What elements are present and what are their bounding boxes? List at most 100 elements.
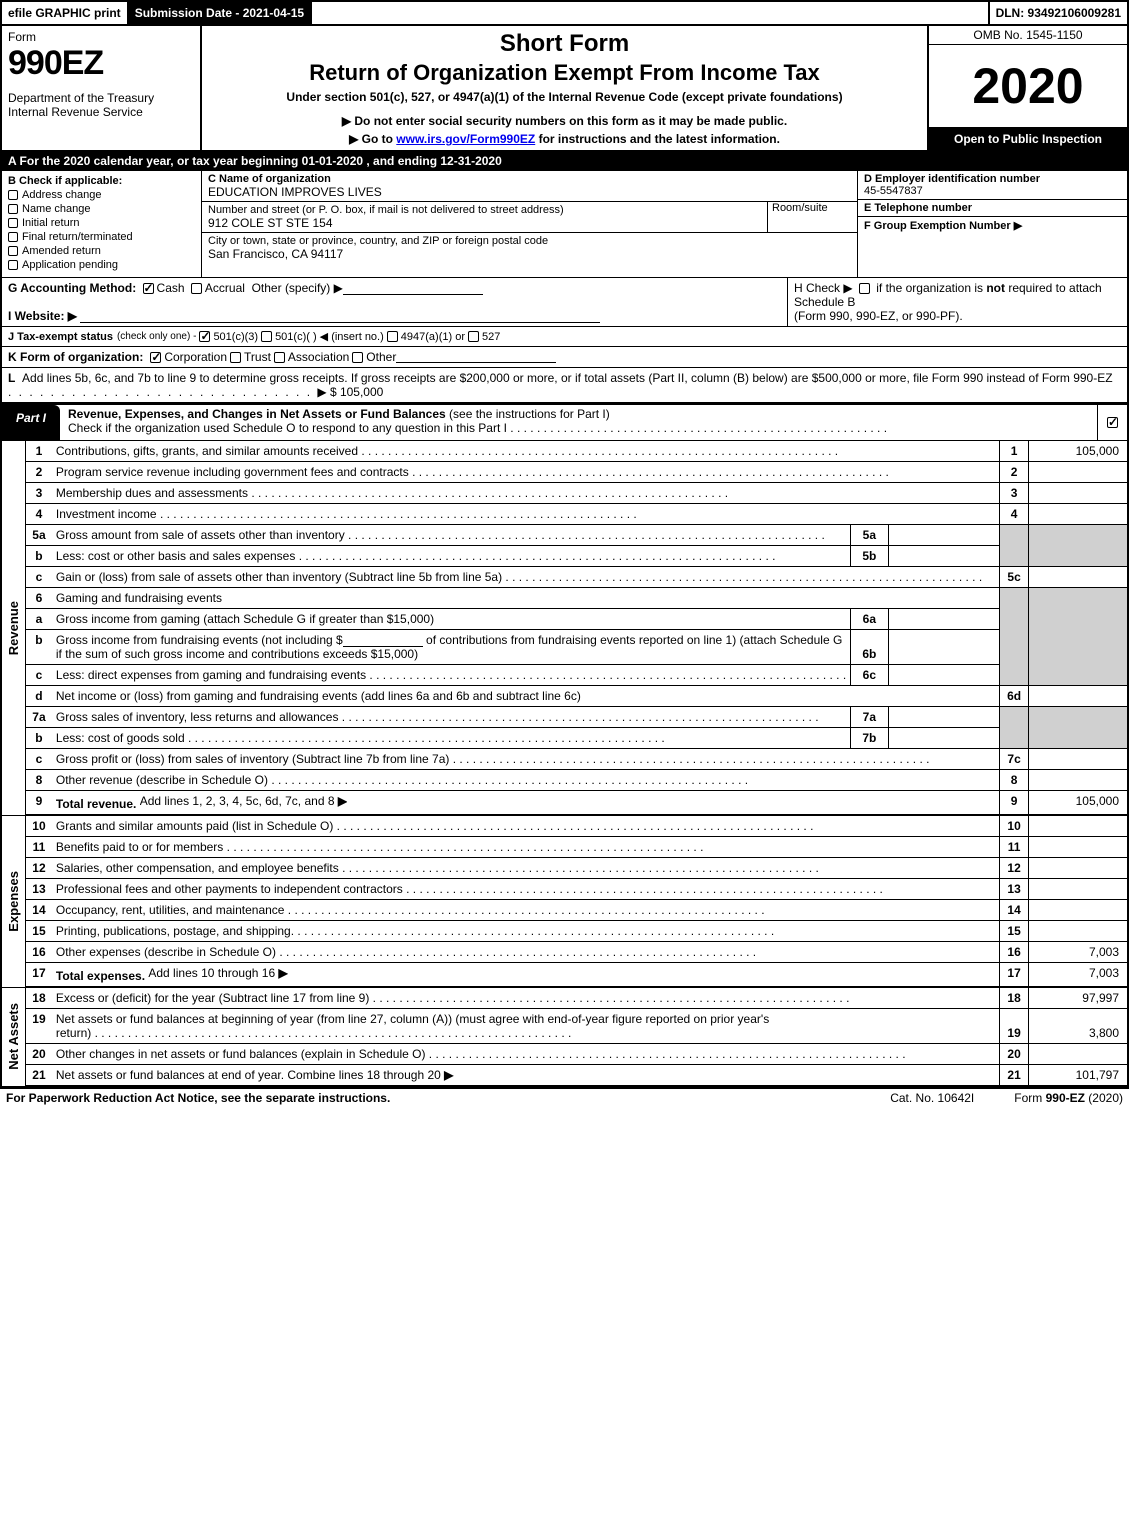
ein-value: 45-5547837 [864,185,1121,197]
chk-amended-return[interactable]: Amended return [8,245,195,257]
chk-accrual[interactable] [191,283,202,294]
chk-part1-schedule-o[interactable] [1107,417,1118,428]
part1-checkbox-cell [1097,405,1127,440]
chk-other-org[interactable] [352,352,363,363]
l5b-subnum: 5b [851,546,888,567]
l17-val: 7,003 [1029,963,1128,988]
header-center: Short Form Return of Organization Exempt… [202,26,927,150]
phone-label: E Telephone number [864,202,1121,214]
chk-initial-return[interactable]: Initial return [8,217,195,229]
chk-501c[interactable] [261,331,272,342]
chk-corp[interactable] [150,352,161,363]
chk-assoc[interactable] [274,352,285,363]
side-revenue: Revenue [1,441,26,815]
l7c-rnum: 7c [999,749,1028,770]
l8-val [1029,770,1128,791]
l15-desc: Printing, publications, postage, and shi… [52,921,1000,942]
open-public: Open to Public Inspection [929,128,1127,150]
line-21: 21 Net assets or fund balances at end of… [1,1065,1128,1087]
footer-right: Form 990-EZ (2020) [1014,1091,1123,1105]
l6b-desc: Gross income from fundraising events (no… [52,630,851,665]
l7a-subnum: 7a [851,707,888,728]
l20-desc: Other changes in net assets or fund bala… [52,1044,1000,1065]
chk-address-change-label: Address change [22,189,102,201]
line-5b: b Less: cost or other basis and sales ex… [1,546,1128,567]
l13-num: 13 [26,879,52,900]
l16-desc: Other expenses (describe in Schedule O) [52,942,1000,963]
org-city-value: San Francisco, CA 94117 [208,247,851,261]
l10-num: 10 [26,815,52,837]
l8-num: 8 [26,770,52,791]
line-3: 3 Membership dues and assessments 3 [1,483,1128,504]
chk-name-change[interactable]: Name change [8,203,195,215]
l4-num: 4 [26,504,52,525]
l12-num: 12 [26,858,52,879]
g-accrual: Accrual [205,281,245,295]
line-6b: b Gross income from fundraising events (… [1,630,1128,665]
l7c-num: c [26,749,52,770]
l5c-val [1029,567,1128,588]
l3-val [1029,483,1128,504]
part1-check-note: Check if the organization used Schedule … [68,421,888,435]
l7b-subval [888,728,999,749]
chk-h[interactable] [859,283,870,294]
irs-link[interactable]: www.irs.gov/Form990EZ [396,132,535,146]
l4-val [1029,504,1128,525]
chk-4947[interactable] [387,331,398,342]
l5b-subval [888,546,999,567]
ein-cell: D Employer identification number 45-5547… [858,171,1127,200]
l9-desc: Total revenue. Add lines 1, 2, 3, 4, 5c,… [52,791,1000,816]
part1-header: Part I Revenue, Expenses, and Changes in… [0,403,1129,441]
chk-address-change[interactable]: Address change [8,189,195,201]
l13-rnum: 13 [999,879,1028,900]
l3-desc: Membership dues and assessments [52,483,1000,504]
l9-num: 9 [26,791,52,816]
chk-trust[interactable] [230,352,241,363]
l6b-num: b [26,630,52,665]
l16-num: 16 [26,942,52,963]
l6d-rnum: 6d [999,686,1028,707]
l13-val [1029,879,1128,900]
l6a-subnum: 6a [851,609,888,630]
row-l: L Add lines 5b, 6c, and 7b to line 9 to … [0,368,1129,403]
l17-d2: Add lines 10 through 16 [148,966,287,980]
j-o1: 501(c)(3) [213,331,258,343]
side-expenses-label: Expenses [6,871,21,932]
l6c-desc: Less: direct expenses from gaming and fu… [52,665,851,686]
l6-rnum-shade [999,588,1028,686]
line-17: 17 Total expenses. Add lines 10 through … [1,963,1128,988]
l6-desc: Gaming and fundraising events [52,588,1000,609]
org-name-cell: C Name of organization EDUCATION IMPROVE… [202,171,857,202]
line-2: 2 Program service revenue including gove… [1,462,1128,483]
l4-desc: Investment income [52,504,1000,525]
chk-application-pending-label: Application pending [22,259,118,271]
l6c-subval [888,665,999,686]
chk-final-return[interactable]: Final return/terminated [8,231,195,243]
l20-num: 20 [26,1044,52,1065]
l17-num: 17 [26,963,52,988]
l6-rval-shade [1029,588,1128,686]
l7ab-rval-shade [1029,707,1128,749]
line-5a: 5a Gross amount from sale of assets othe… [1,525,1128,546]
chk-501c3[interactable] [199,331,210,342]
l10-val [1029,815,1128,837]
l6d-num: d [26,686,52,707]
group-exemption-label: F Group Exemption Number ▶ [864,219,1121,232]
row-gh: G Accounting Method: Cash Accrual Other … [0,278,1129,327]
chk-527[interactable] [468,331,479,342]
chk-initial-return-label: Initial return [22,217,79,229]
j-o3: 4947(a)(1) or [401,331,465,343]
l5b-desc: Less: cost or other basis and sales expe… [52,546,851,567]
part1-title: Revenue, Expenses, and Changes in Net As… [68,407,446,421]
omb-number: OMB No. 1545-1150 [929,26,1127,45]
chk-application-pending[interactable]: Application pending [8,259,195,271]
l21-desc: Net assets or fund balances at end of ye… [52,1065,1000,1087]
chk-cash[interactable] [143,283,154,294]
l6a-subval [888,609,999,630]
col-c: C Name of organization EDUCATION IMPROVE… [202,171,857,277]
l14-rnum: 14 [999,900,1028,921]
page-footer: For Paperwork Reduction Act Notice, see … [0,1087,1129,1107]
l3-num: 3 [26,483,52,504]
dept-treasury: Department of the Treasury [8,91,194,105]
l21-rnum: 21 [999,1065,1028,1087]
